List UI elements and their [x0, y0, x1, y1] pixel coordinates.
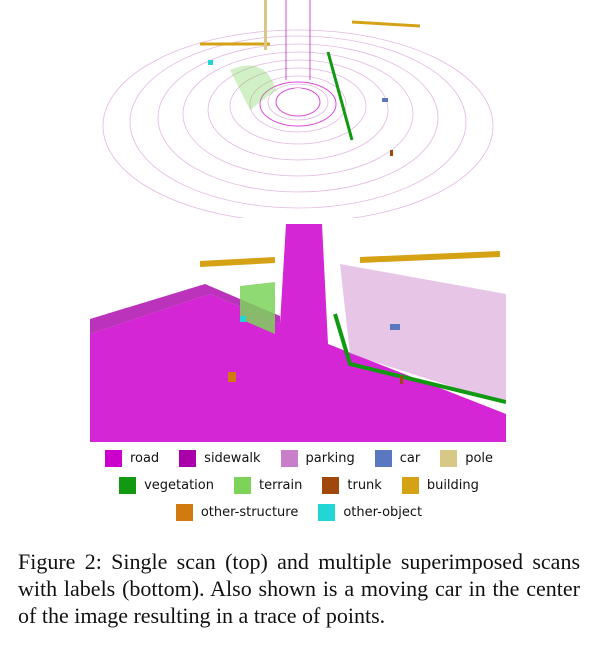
- legend-label: other-object: [343, 504, 423, 520]
- legend-item: car: [374, 449, 421, 467]
- legend-swatch: [175, 503, 193, 521]
- figure-caption: Figure 2: Single scan (top) and multiple…: [18, 549, 580, 628]
- legend-swatch: [440, 449, 458, 467]
- legend-swatch: [322, 476, 340, 494]
- single-scan-image: [102, 0, 494, 218]
- legend-label: road: [129, 450, 160, 466]
- legend-item: sidewalk: [179, 449, 261, 467]
- other-object-mark: [208, 60, 213, 65]
- legend-label: sidewalk: [204, 450, 261, 466]
- car-mark: [390, 324, 400, 330]
- other-structure-mark: [228, 372, 236, 382]
- legend-item: road: [104, 449, 160, 467]
- legend: road sidewalk parking car pole vegetation ter…: [0, 446, 598, 526]
- legend-row: other-structure other-object: [0, 500, 598, 524]
- legend-swatch: [179, 449, 197, 467]
- legend-label: car: [399, 450, 421, 466]
- superimposed-scans-image: [90, 224, 506, 442]
- legend-label: pole: [465, 450, 494, 466]
- building-top: [200, 20, 421, 46]
- legend-item: vegetation: [119, 476, 214, 494]
- building-area: [199, 251, 501, 267]
- terrain-patch: [230, 65, 276, 110]
- legend-item: other-structure: [175, 503, 299, 521]
- vegetation-edge: [333, 313, 506, 404]
- legend-swatch: [104, 449, 122, 467]
- sidewalk-area: [90, 284, 280, 334]
- car-mark: [382, 98, 388, 102]
- legend-label: trunk: [347, 477, 382, 493]
- legend-row: vegetation terrain trunk building: [0, 473, 598, 497]
- legend-swatch: [318, 503, 336, 521]
- legend-row: road sidewalk parking car pole: [0, 446, 598, 470]
- sensor-center: [286, 88, 310, 112]
- road-area: [90, 224, 506, 442]
- legend-label: terrain: [259, 477, 303, 493]
- terrain-area: [240, 282, 275, 334]
- parking-area: [340, 264, 506, 404]
- legend-label: other-structure: [200, 504, 299, 520]
- vegetation-strip: [326, 51, 354, 141]
- legend-swatch: [374, 449, 392, 467]
- legend-item: pole: [440, 449, 494, 467]
- trunk-mark: [400, 376, 403, 384]
- legend-swatch: [280, 449, 298, 467]
- legend-label: parking: [305, 450, 355, 466]
- pole-mark: [264, 0, 267, 50]
- legend-swatch: [234, 476, 251, 494]
- legend-swatch: [401, 476, 419, 494]
- legend-item: terrain: [234, 476, 303, 494]
- legend-label: building: [426, 477, 479, 493]
- legend-item: trunk: [322, 476, 382, 494]
- legend-item: building: [401, 476, 479, 494]
- trunk-mark: [390, 150, 393, 156]
- scan-rings: [102, 29, 494, 218]
- legend-swatch: [119, 476, 137, 494]
- other-object-mark: [240, 316, 246, 322]
- legend-item: other-object: [318, 503, 423, 521]
- legend-label: vegetation: [144, 477, 214, 493]
- legend-item: parking: [280, 449, 355, 467]
